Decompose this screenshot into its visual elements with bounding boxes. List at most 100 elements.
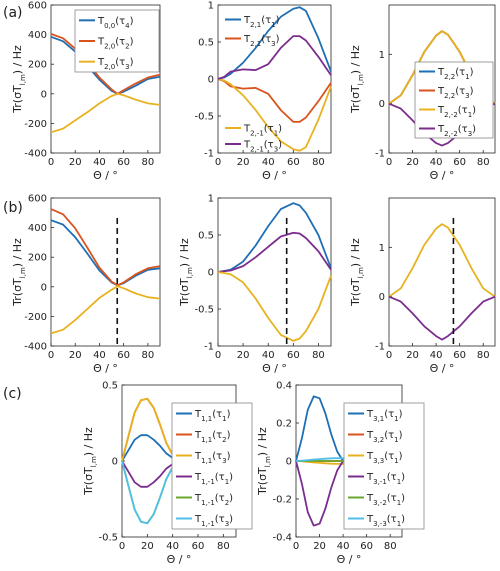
y-tick-label: -200 [24,119,47,130]
panel-label: (a) [3,5,23,21]
x-tick-label: 40 [262,350,275,361]
y-tick-label: -0.4 [272,533,292,544]
y-tick-label: 0.5 [198,38,214,49]
legend-entry: T1,-1(τ3) [194,514,233,528]
y-axis-label: Tr(σTl,m) / Hz [82,427,98,496]
x-axis-label: Θ / ° [93,362,118,375]
x-tick-label: 40 [166,541,179,552]
series-line-1 [388,223,496,298]
legend-entry: T3,-2(τ1) [366,493,405,507]
x-tick-label: 20 [406,157,419,168]
x-tick-label: 40 [93,157,106,168]
legend-entry: T2,1(τ3) [243,34,280,48]
x-tick-label: 60 [453,350,466,361]
x-axis-label: Θ / ° [93,169,118,182]
legend-entry: T2,-2(τ1) [437,105,476,119]
y-tick-label: -1 [375,342,385,353]
legend-a2-1: T2,-1(τ1) T2,-1(τ3) [225,124,282,154]
legend-entry: T2,-1(τ3) [243,140,282,154]
x-tick-label: 0 [293,541,299,552]
series-line-1 [50,35,161,95]
x-tick-label: 80 [384,541,397,552]
legend-entry: T3,3(τ1) [366,451,403,465]
series-line-3 [50,92,161,134]
y-tick-label: -0.5 [194,305,214,316]
x-tick-label: 20 [313,541,326,552]
x-tick-label: 0 [48,350,54,361]
y-tick-label: 600 [28,194,47,205]
y-tick-label: -1 [204,342,214,353]
series-line-2 [217,78,332,123]
legend-entry: T1,1(τ2) [194,430,231,444]
y-tick-label: 0 [41,89,47,100]
y-tick-label: 400 [28,223,47,234]
series-line-2 [388,295,496,341]
legend-entry: T2,0(τ2) [97,37,134,51]
panel-label: (b) [3,200,23,216]
y-axis-label: Tr(σTl,m) / Hz [349,238,365,307]
axes-frame [388,197,496,347]
x-tick-label: 80 [312,350,325,361]
y-tick-label: 0 [208,268,214,279]
panel-label: (c) [3,386,22,402]
x-tick-label: 80 [477,157,490,168]
x-tick-label: 0 [48,157,54,168]
x-tick-label: 40 [430,157,443,168]
y-tick-label: 0 [379,99,385,110]
y-tick-label: -0.5 [98,533,118,544]
x-tick-label: 80 [142,350,155,361]
y-tick-label: -400 [24,342,47,353]
legend-entry: T2,2(τ1) [437,67,474,81]
panel-b2: 0 20 40 60 80 -1 -0.5 0 0.5 1 Θ / ° Tr(σTl,m) / Hz [178,194,332,375]
x-tick-label: 60 [117,350,130,361]
y-tick-label: 1 [379,50,385,61]
legend-entry: T2,-1(τ1) [243,124,282,138]
y-axis-label: Tr(σTl,m) / Hz [11,45,27,114]
legend-box [414,61,494,139]
legend-entry: T1,1(τ1) [194,409,231,423]
x-tick-label: 20 [406,350,419,361]
series-line-2 [50,33,161,95]
y-tick-label: 0 [379,292,385,303]
x-axis-label: Θ / ° [262,169,287,182]
series-line-1 [217,6,332,80]
legend-entry: T2,0(τ3) [97,57,134,71]
x-tick-label: 40 [93,350,106,361]
legend-c1: T1,1(τ1) T1,1(τ2) T1,1(τ3) T1,-1(τ1) T1,-1(τ… [171,402,253,530]
legend-box [171,402,253,530]
x-tick-label: 40 [262,157,275,168]
y-tick-label: -0.5 [194,112,214,123]
panel-c1: 0 20 40 60 80-0.500.5Θ / °Tr(σTl,m) / Hz(c)T… [3,381,253,566]
series-line-1 [217,202,332,273]
legend-c2: T3,1(τ1) T3,2(τ1) T3,3(τ1) T3,-1(τ1) T3,-2(τ… [343,402,425,530]
legend-entry: T3,-1(τ1) [366,472,405,486]
series-line-2 [50,208,161,287]
legend-entry: T1,-1(τ2) [194,493,233,507]
y-tick-label: 1 [208,1,214,12]
legend-entry: T0,0(τ4) [97,16,134,30]
x-tick-label: 20 [69,350,82,361]
x-axis-label: Θ / ° [430,362,455,375]
y-axis-label: Tr(σTl,m) / Hz [256,427,272,496]
y-tick-label: -400 [24,149,47,160]
axes-frame [388,4,496,154]
y-tick-label: 0.2 [276,419,292,430]
x-tick-label: 20 [237,157,250,168]
x-tick-label: 60 [453,157,466,168]
axes-frame [50,4,161,154]
x-tick-label: 60 [117,157,130,168]
y-axis-label: Tr(σTl,m) / Hz [178,238,194,307]
legend-entry: T1,1(τ3) [194,451,231,465]
x-tick-label: 40 [337,541,350,552]
y-tick-label: 0 [41,282,47,293]
legend-entry: T2,2(τ3) [437,86,474,100]
x-tick-label: 60 [192,541,205,552]
legend-entry: T3,-3(τ1) [366,514,405,528]
series-line-3 [217,78,332,152]
panel-b1: 0 20 40 60 80 -400 -200 0 200 400 600 Θ / ° Tr(σTl,m… [3,194,161,375]
legend-entry: T2,-2(τ3) [437,124,476,138]
legend-a2-0: T2,1(τ1) T2,1(τ3) [225,15,280,48]
y-tick-label: 0 [112,457,118,468]
x-tick-label: 60 [360,541,373,552]
